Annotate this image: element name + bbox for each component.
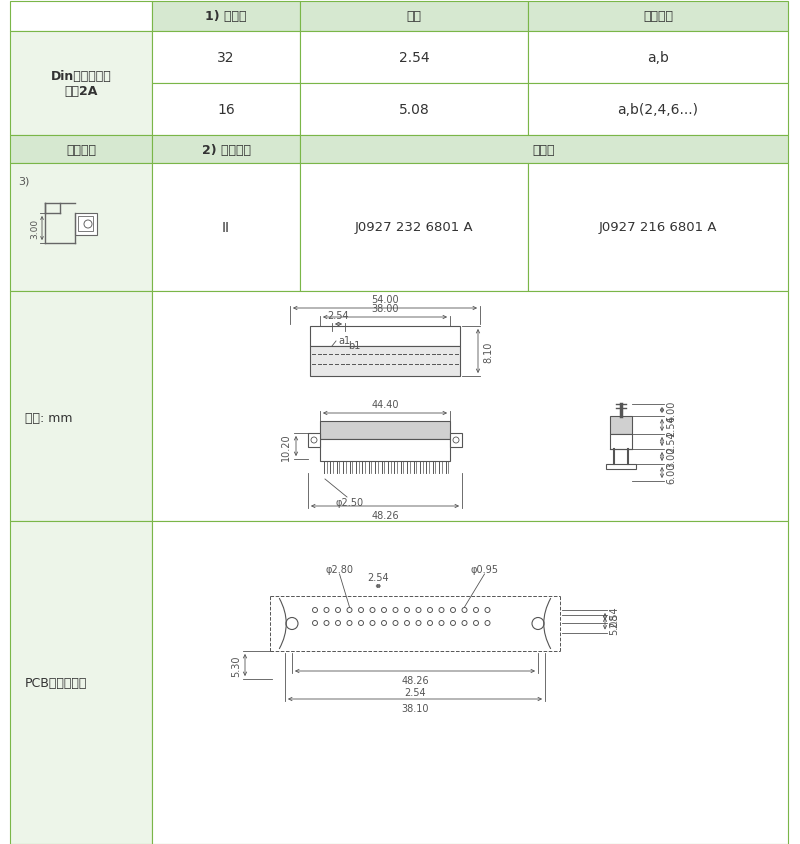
Bar [152, 2, 300, 32]
Text: 5.30: 5.30 [231, 654, 241, 676]
Bar [528, 84, 788, 136]
Text: 48.26: 48.26 [401, 675, 429, 685]
Bar [10, 136, 152, 164]
Text: 38.00: 38.00 [371, 304, 398, 314]
Bar [75, 214, 97, 235]
Bar [10, 522, 152, 844]
Text: II: II [222, 221, 230, 235]
Bar [320, 421, 450, 440]
Bar [78, 217, 93, 232]
Bar [152, 136, 300, 164]
Bar [528, 2, 788, 32]
Text: φ2.80: φ2.80 [326, 565, 354, 574]
Text: 48.26: 48.26 [371, 511, 399, 521]
Bar [10, 32, 152, 136]
Text: φ0.95: φ0.95 [470, 565, 498, 574]
Bar [300, 164, 528, 292]
Bar [152, 32, 300, 84]
Text: 2.54: 2.54 [666, 414, 676, 436]
Text: 44.40: 44.40 [371, 399, 398, 409]
Bar [10, 164, 152, 292]
Bar [300, 32, 528, 84]
Bar [152, 292, 788, 522]
Bar [528, 32, 788, 84]
Text: J0927 232 6801 A: J0927 232 6801 A [354, 221, 474, 235]
Text: 1) 插针数: 1) 插针数 [206, 10, 246, 24]
Bar [320, 440, 450, 462]
Text: 8.10: 8.10 [483, 341, 493, 362]
Bar [308, 434, 320, 447]
Bar [606, 464, 636, 469]
Text: 5.08: 5.08 [609, 613, 619, 635]
Text: 3): 3) [18, 176, 30, 186]
Bar [300, 2, 528, 32]
Bar [300, 136, 788, 164]
Bar [310, 327, 460, 347]
Text: 5.08: 5.08 [398, 103, 430, 116]
Bar [610, 416, 632, 435]
Bar [152, 164, 300, 292]
Text: 54.00: 54.00 [371, 295, 399, 305]
Text: 2.54: 2.54 [404, 687, 426, 697]
Text: 间距: 间距 [406, 10, 422, 24]
Bar [300, 84, 528, 136]
Text: 38.10: 38.10 [402, 703, 429, 713]
Bar [10, 2, 152, 32]
Text: 16: 16 [217, 103, 235, 116]
Text: 3.00: 3.00 [666, 446, 676, 468]
Text: 2.54: 2.54 [328, 311, 350, 321]
Text: a1: a1 [338, 336, 350, 345]
Bar [152, 84, 300, 136]
Text: 3.00: 3.00 [30, 219, 39, 239]
Bar [10, 292, 152, 522]
Text: 10.20: 10.20 [281, 433, 291, 460]
Bar [152, 522, 788, 844]
Bar [528, 164, 788, 292]
Text: 6.00: 6.00 [666, 463, 676, 484]
Text: φ2.50: φ2.50 [336, 497, 364, 507]
Text: 2.54: 2.54 [398, 51, 430, 65]
Text: 32: 32 [218, 51, 234, 65]
Text: Din信号连接器
最大2A: Din信号连接器 最大2A [50, 70, 111, 98]
Bar [450, 434, 462, 447]
Text: 2.54: 2.54 [367, 572, 389, 582]
Text: a,b(2,4,6...): a,b(2,4,6...) [618, 103, 698, 116]
Text: 2) 性能等级: 2) 性能等级 [202, 143, 250, 156]
Text: 订货号: 订货号 [533, 143, 555, 156]
Bar [310, 347, 460, 376]
Text: 插针排列: 插针排列 [643, 10, 673, 24]
Text: PCB安装孔尺寸: PCB安装孔尺寸 [25, 676, 87, 690]
Text: 端接针长: 端接针长 [66, 143, 96, 156]
Text: 6.00: 6.00 [666, 400, 676, 421]
Text: a,b: a,b [647, 51, 669, 65]
Text: J0927 216 6801 A: J0927 216 6801 A [598, 221, 718, 235]
Text: 2.54: 2.54 [666, 431, 676, 452]
Bar [610, 435, 632, 450]
Text: b1: b1 [348, 341, 360, 350]
Text: 尺寸: mm: 尺寸: mm [25, 412, 73, 425]
Text: 2.54: 2.54 [609, 606, 619, 628]
